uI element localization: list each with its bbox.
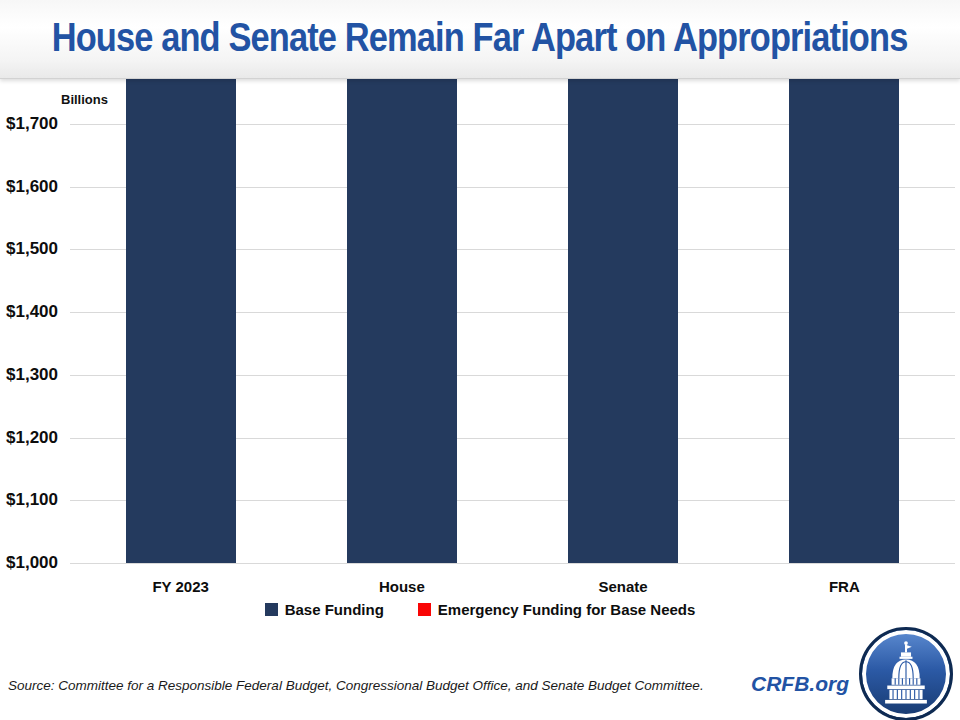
y-axis-unit-label: Billions bbox=[61, 92, 108, 107]
legend-label: Base Funding bbox=[285, 601, 384, 618]
bar-segment-base bbox=[126, 0, 236, 563]
gridline bbox=[70, 563, 955, 564]
y-tick-label: $1,700 bbox=[6, 114, 66, 134]
bar-segment-base bbox=[347, 0, 457, 563]
x-axis-label: House bbox=[291, 578, 512, 595]
legend-label: Emergency Funding for Base Needs bbox=[438, 601, 696, 618]
legend: Base Funding Emergency Funding for Base N… bbox=[0, 601, 960, 618]
x-axis-labels: FY 2023HouseSenateFRA bbox=[70, 578, 955, 598]
slide: House and Senate Remain Far Apart on App… bbox=[0, 0, 960, 720]
legend-swatch bbox=[265, 603, 278, 616]
y-tick-label: $1,000 bbox=[6, 553, 66, 573]
plot-area: $1.615T$1.471T$1.627T$1.590T bbox=[70, 124, 955, 563]
legend-item: Emergency Funding for Base Needs bbox=[418, 601, 696, 618]
y-tick-label: $1,100 bbox=[6, 490, 66, 510]
y-tick-label: $1,500 bbox=[6, 239, 66, 259]
x-axis-label: FRA bbox=[734, 578, 955, 595]
source-text: Source: Committee for a Responsible Fede… bbox=[8, 678, 704, 693]
crfb-capitol-logo bbox=[859, 627, 953, 720]
y-tick-label: $1,300 bbox=[6, 365, 66, 385]
capitol-dome-icon bbox=[870, 638, 942, 710]
y-tick-label: $1,400 bbox=[6, 302, 66, 322]
bar-segment-base bbox=[568, 0, 678, 563]
legend-swatch bbox=[418, 603, 431, 616]
y-tick-label: $1,600 bbox=[6, 177, 66, 197]
page-title: House and Senate Remain Far Apart on App… bbox=[52, 15, 908, 60]
x-axis-label: Senate bbox=[513, 578, 734, 595]
y-tick-label: $1,200 bbox=[6, 428, 66, 448]
bar-segment-base bbox=[789, 0, 899, 563]
header: House and Senate Remain Far Apart on App… bbox=[0, 0, 960, 79]
x-axis-label: FY 2023 bbox=[70, 578, 291, 595]
legend-item: Base Funding bbox=[265, 601, 384, 618]
brand-link[interactable]: CRFB.org bbox=[751, 672, 849, 696]
